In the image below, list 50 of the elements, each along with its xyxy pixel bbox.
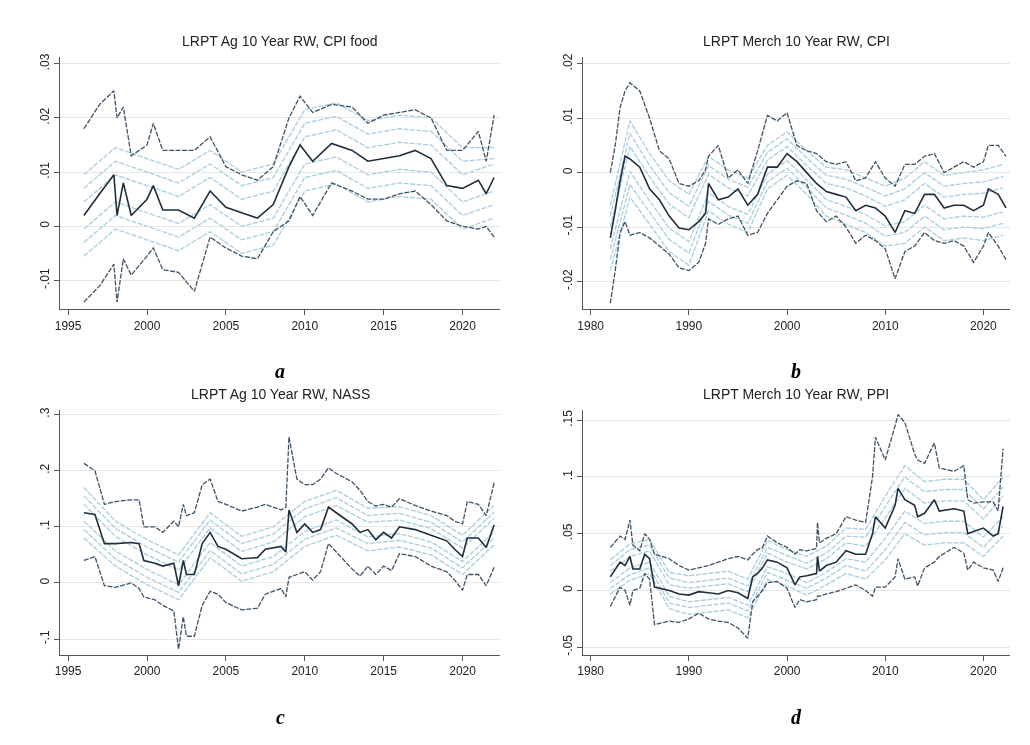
y-tick-label: .02 [38,107,53,125]
x-tick-label: 2015 [370,318,398,333]
y-tick-label: -.02 [561,268,576,290]
y-tick-label: -.1 [38,629,53,645]
y-tick-label: .1 [38,519,53,530]
x-tick-label: 1995 [54,318,82,333]
x-tick-label: 2005 [212,318,240,333]
x-tick-label: 1980 [577,664,605,679]
y-tick-label: 0 [38,220,53,228]
y-tick-label: 0 [38,577,53,585]
x-tick-label: 2000 [133,664,161,679]
y-tick-label: 0 [561,585,576,593]
x-tick-label: 2020 [970,664,998,679]
y-tick-label: .2 [38,463,53,474]
x-tick-label: 2010 [871,664,899,679]
y-tick-label: 0 [561,167,576,175]
x-tick-label: 2000 [773,664,801,679]
y-tick-label: -.01 [561,214,576,236]
x-tick-label: 1990 [675,664,703,679]
text: b [791,360,801,382]
y-tick-label: -.05 [561,634,576,656]
x-tick-label: 2020 [970,318,998,333]
y-tick-label: .01 [38,161,53,179]
y-tick-label: .01 [561,107,576,125]
x-tick-label: 1980 [577,318,605,333]
x-tick-label: 2010 [291,664,319,679]
x-tick-label: 2000 [133,318,161,333]
x-tick-label: 2020 [449,664,477,679]
x-tick-label: 2020 [449,318,477,333]
x-tick-label: 2005 [212,664,240,679]
x-tick-label: 2000 [773,318,801,333]
y-tick-label: .05 [561,523,576,541]
y-tick-label: .3 [38,407,53,418]
y-tick-label: .02 [561,53,576,71]
x-tick-label: 1995 [54,664,82,679]
chart-title: LRPT Merch 10 Year RW, CPI [703,33,891,49]
x-tick-label: 2015 [370,664,398,679]
x-tick-label: 2010 [871,318,899,333]
text: d [791,706,802,728]
text: c [276,706,285,728]
x-tick-label: 1990 [675,318,703,333]
chart-title: LRPT Ag 10 Year RW, NASS [191,386,371,402]
chart-title: LRPT Ag 10 Year RW, CPI food [182,33,378,49]
y-tick-label: .1 [561,469,576,481]
text: a [275,360,285,382]
y-tick-label: -.01 [38,268,53,290]
x-tick-label: 2010 [291,318,319,333]
y-tick-label: .03 [38,53,53,71]
chart-title: LRPT Merch 10 Year RW, PPI [703,386,890,402]
y-tick-label: .15 [561,409,576,427]
